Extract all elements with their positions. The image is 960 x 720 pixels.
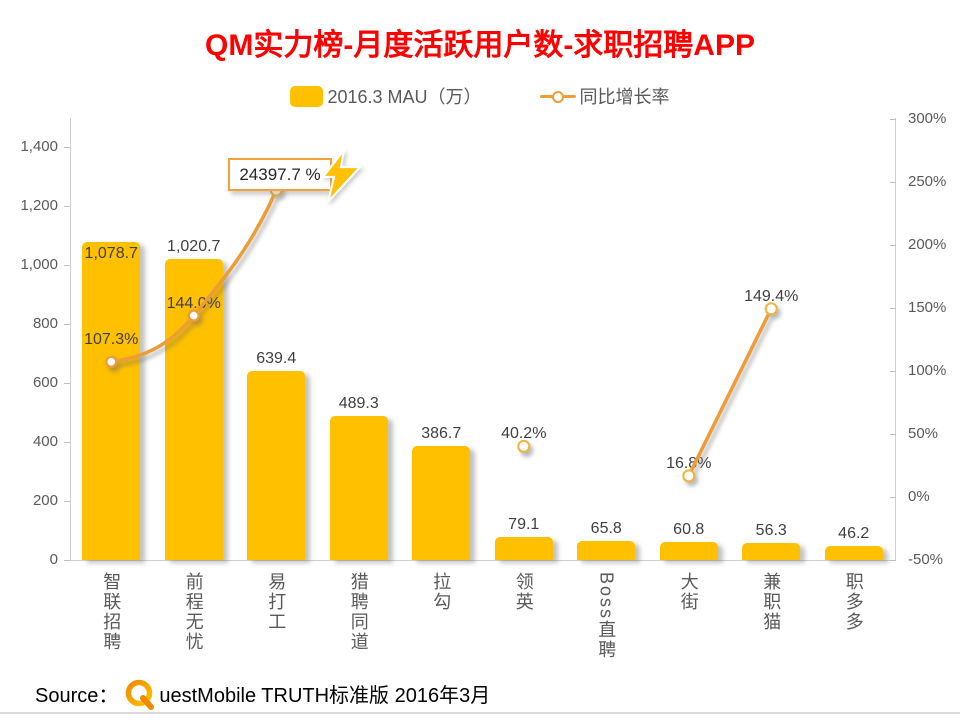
- source-line: Source： uestMobile TRUTH标准版 2016年3月: [35, 674, 490, 712]
- mau-bar-value: 46.2: [838, 525, 870, 543]
- legend-label-growth: 同比增长率: [579, 87, 670, 107]
- mau-bar-value: 489.3: [338, 394, 379, 412]
- source-prefix: Source：: [35, 684, 119, 707]
- right-axis-tick: [890, 308, 896, 309]
- category-label: 拉勾: [431, 572, 452, 612]
- mau-bar-value: 56.3: [755, 522, 787, 540]
- category-label: 智联招聘: [101, 572, 122, 652]
- right-axis-tick: [890, 497, 896, 498]
- legend-label-mau: 2016.3 MAU（万）: [327, 87, 482, 107]
- mau-bar-value: 60.8: [673, 521, 705, 539]
- left-axis-tick: [64, 383, 70, 384]
- mau-bar: [329, 415, 388, 560]
- left-axis-tick-label: 800: [32, 315, 58, 332]
- growth-line-segment-2: [687, 307, 773, 478]
- left-axis-tick-label: 0: [49, 551, 58, 568]
- bar-swatch-icon: [290, 85, 324, 107]
- growth-annotation: 24397.7 %: [228, 158, 332, 191]
- growth-annotation-value: 24397.7 %: [239, 164, 321, 184]
- right-axis-tick-label: 250%: [908, 173, 947, 190]
- right-axis-tick-label: 300%: [908, 110, 947, 127]
- mau-bar-value: 1,020.7: [167, 237, 221, 255]
- category-label: Boss直聘: [596, 572, 617, 661]
- left-axis-tick-label: 1,200: [20, 197, 58, 214]
- right-axis-tick-label: 0%: [908, 488, 930, 505]
- chart-title: QM实力榜-月度活跃用户数-求职招聘APP: [205, 29, 755, 62]
- growth-point-label: 16.8%: [666, 454, 712, 472]
- right-axis-tick: [890, 245, 896, 246]
- right-axis-tick-label: 100%: [908, 362, 947, 379]
- mau-bar-value: 386.7: [421, 424, 462, 442]
- mau-bar: [247, 371, 306, 560]
- right-axis-tick: [890, 182, 896, 183]
- left-axis-tick: [64, 442, 70, 443]
- right-axis-tick: [890, 434, 896, 435]
- right-axis-tick-label: 150%: [908, 299, 947, 316]
- right-axis-tick: [890, 560, 896, 561]
- left-axis-tick: [64, 265, 70, 266]
- mau-bar-value: 65.8: [590, 519, 622, 537]
- category-label: 职多多: [843, 572, 864, 632]
- right-axis-tick-label: 200%: [908, 236, 947, 253]
- left-axis-tick: [64, 501, 70, 502]
- left-axis-tick: [64, 147, 70, 148]
- growth-point-label: 149.4%: [744, 287, 799, 305]
- legend: 2016.3 MAU（万） 同比增长率: [0, 84, 960, 108]
- left-axis-tick-label: 400: [32, 433, 58, 450]
- legend-item-mau: 2016.3 MAU（万）: [290, 83, 482, 109]
- bottom-divider: [0, 712, 960, 714]
- mau-bar: [412, 445, 471, 560]
- left-axis-tick: [64, 206, 70, 207]
- left-axis-tick: [64, 324, 70, 325]
- mau-bar: [824, 546, 883, 560]
- lightning-icon: [320, 150, 362, 202]
- mau-bar: [82, 241, 141, 560]
- source-text: uestMobile TRUTH标准版 2016年3月: [159, 684, 491, 707]
- left-axis-tick: [64, 560, 70, 561]
- mau-bar: [742, 543, 801, 560]
- growth-point-label: 40.2%: [501, 425, 547, 443]
- growth-point-label: 107.3%: [84, 330, 139, 348]
- left-axis-tick-label: 200: [32, 492, 58, 509]
- growth-point-label: 144.0%: [166, 294, 221, 312]
- mau-bar: [577, 540, 636, 560]
- mau-bar: [659, 542, 718, 560]
- category-label: 易打工: [266, 572, 287, 632]
- left-axis-tick-label: 1,400: [20, 138, 58, 155]
- category-label: 领英: [513, 572, 534, 612]
- right-axis-line: [895, 118, 896, 560]
- legend-item-growth: 同比增长率: [539, 83, 670, 109]
- mau-bar-value: 79.1: [508, 515, 540, 533]
- left-axis-tick-label: 600: [32, 374, 58, 391]
- category-label: 猎聘同道: [348, 572, 369, 652]
- right-axis-tick: [890, 119, 896, 120]
- right-axis-tick: [890, 371, 896, 372]
- left-axis-tick-label: 1,000: [20, 256, 58, 273]
- line-swatch-icon: [539, 86, 576, 107]
- questmobile-logo-icon: [126, 679, 155, 710]
- right-axis-tick-label: 50%: [908, 425, 939, 442]
- category-label: 大街: [678, 572, 699, 612]
- category-label: 前程无忧: [183, 572, 204, 652]
- category-label: 兼职猫: [761, 572, 782, 632]
- mau-bar-value: 639.4: [256, 350, 297, 368]
- x-axis-line: [70, 560, 895, 561]
- mau-bar: [494, 536, 553, 560]
- left-axis-line: [70, 118, 71, 560]
- right-axis-tick-label: -50%: [908, 551, 944, 568]
